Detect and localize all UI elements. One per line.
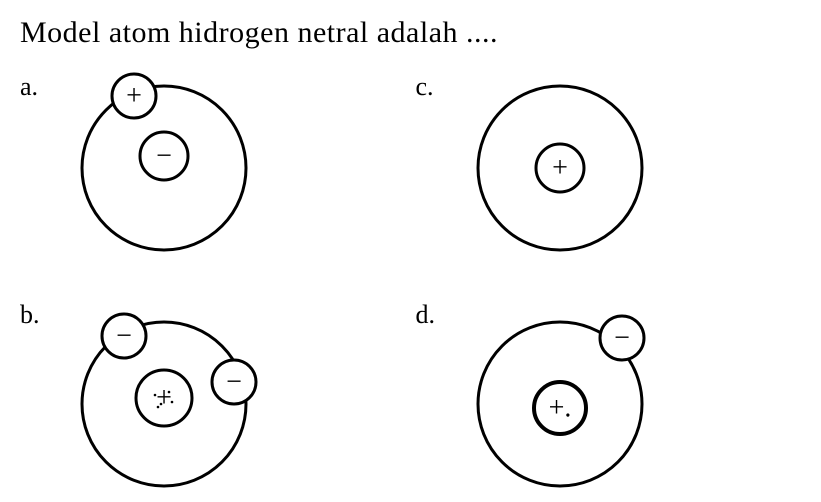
option-d: d. +. −	[416, 296, 802, 496]
options-grid: a. −+ c. + b. +−− d. +.−	[20, 68, 801, 496]
option-b-diagram: +−−	[64, 296, 264, 496]
option-d-label: d.	[416, 296, 460, 330]
svg-text:−: −	[156, 141, 172, 172]
option-a: a. −+	[20, 68, 406, 268]
svg-text:+: +	[156, 383, 172, 414]
option-c: c. +	[416, 68, 802, 268]
option-c-diagram: +	[460, 68, 660, 268]
svg-text:−: −	[116, 321, 132, 352]
svg-text:+.: +.	[548, 393, 571, 424]
option-d-diagram: +. −	[460, 296, 660, 496]
option-b: b. +−−	[20, 296, 406, 496]
option-a-label: a.	[20, 68, 64, 102]
option-c-label: c.	[416, 68, 460, 102]
svg-text:+: +	[552, 153, 568, 184]
svg-text:−: −	[226, 367, 242, 398]
question-text: Model atom hidrogen netral adalah ....	[20, 16, 801, 50]
svg-text:+: +	[126, 81, 142, 112]
option-b-label: b.	[20, 296, 64, 330]
svg-text:−: −	[614, 323, 630, 354]
option-a-diagram: −+	[64, 68, 264, 268]
